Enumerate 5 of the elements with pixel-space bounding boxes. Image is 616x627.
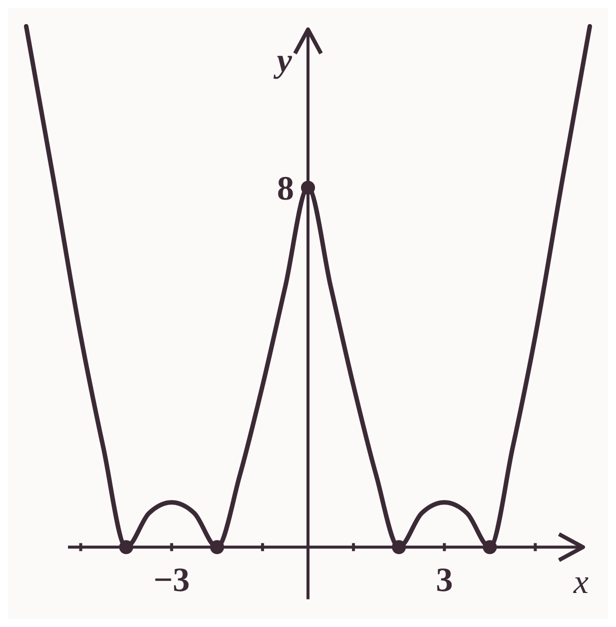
y-axis-title: y: [272, 42, 293, 80]
x-axis-title: x: [572, 564, 589, 602]
annotation: 8: [277, 170, 294, 208]
x-tick-label: 3: [436, 562, 453, 600]
x-tick-label: −3: [153, 562, 190, 600]
